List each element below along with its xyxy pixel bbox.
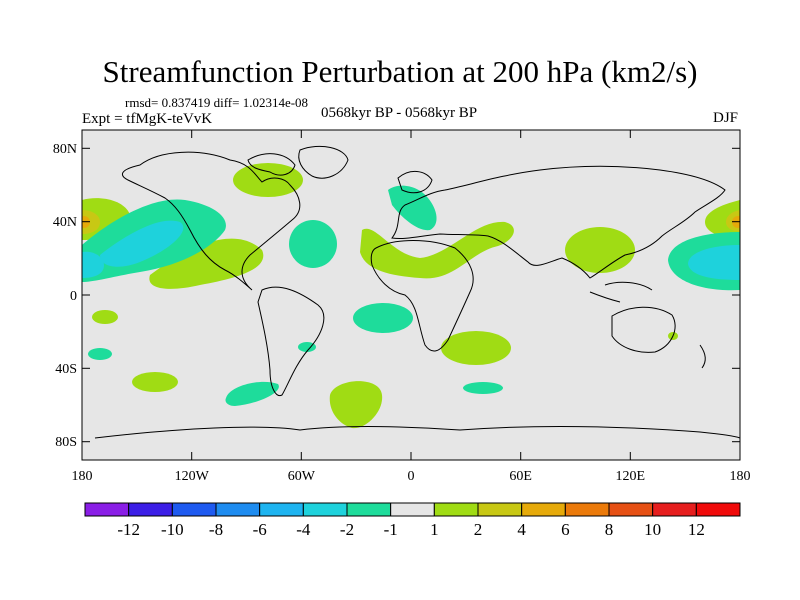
contour-south-america-neg bbox=[225, 381, 279, 406]
indonesia-coast bbox=[589, 281, 653, 303]
colorbar: -12 -10 -8 -6 -4 -2 -1 1 2 4 6 8 10 12 bbox=[84, 502, 741, 539]
colorbar-swatch bbox=[128, 502, 173, 517]
colorbar-swatch bbox=[346, 502, 392, 517]
period-label: 0568kyr BP - 0568kyr BP bbox=[321, 105, 478, 121]
contour-southwest-pacific bbox=[132, 372, 178, 392]
stats-label: rmsd= 0.837419 diff= 1.02314e-08 bbox=[125, 95, 309, 110]
contour-canada bbox=[233, 163, 303, 197]
lon-label: 180 bbox=[72, 469, 93, 484]
lat-label: 80S bbox=[55, 435, 77, 450]
greenland-coast bbox=[298, 145, 349, 179]
experiment-label: Expt = tfMgK-teVvK bbox=[82, 111, 213, 127]
contour-africa-arc bbox=[360, 221, 514, 279]
colorbar-swatch bbox=[215, 502, 261, 517]
colorbar-swatch bbox=[695, 502, 741, 517]
colorbar-swatch bbox=[652, 502, 697, 517]
lat-label: 40N bbox=[53, 215, 77, 230]
colorbar-swatch bbox=[171, 502, 217, 517]
new-zealand-coast bbox=[699, 344, 706, 369]
contour-west-pacific-core bbox=[688, 245, 740, 280]
colorbar-label: -8 bbox=[209, 520, 223, 539]
colorbar-swatch bbox=[259, 502, 304, 517]
north-america-coast bbox=[121, 151, 301, 291]
lat-label: 80N bbox=[53, 142, 77, 157]
lat-labels: 80N 40N 0 40S 80S bbox=[53, 142, 77, 450]
colorbar-label: -6 bbox=[253, 520, 267, 539]
africa-coast bbox=[370, 240, 474, 352]
colorbar-label: 12 bbox=[688, 520, 705, 539]
colorbar-swatch bbox=[302, 502, 348, 517]
lon-label: 0 bbox=[408, 469, 415, 484]
colorbar-label: -2 bbox=[340, 520, 354, 539]
hudson-coast bbox=[247, 153, 296, 176]
contour-south-pacific-neg bbox=[88, 348, 112, 360]
lon-label: 60E bbox=[509, 469, 532, 484]
contour-south-pacific bbox=[92, 310, 118, 324]
colorbar-label: -1 bbox=[384, 520, 398, 539]
season-label: DJF bbox=[713, 110, 739, 126]
map-background bbox=[82, 130, 740, 460]
colorbar-swatch bbox=[564, 502, 610, 517]
contour-west-pos2 bbox=[82, 210, 100, 234]
contour-south-africa bbox=[441, 331, 511, 365]
south-america-coast bbox=[257, 286, 325, 397]
lon-label: 60W bbox=[288, 469, 316, 484]
colorbar-swatch bbox=[521, 502, 566, 517]
colorbar-label: 4 bbox=[517, 520, 526, 539]
contour-south-asia bbox=[565, 227, 635, 273]
colorbar-label: 2 bbox=[474, 520, 483, 539]
colorbar-swatch bbox=[477, 502, 523, 517]
colorbar-swatch bbox=[433, 502, 479, 517]
colorbar-label: 6 bbox=[561, 520, 570, 539]
lon-label: 120E bbox=[616, 469, 646, 484]
lat-ticks bbox=[82, 147, 740, 443]
contour-north-pacific-core bbox=[100, 220, 184, 267]
lon-label: 180 bbox=[730, 469, 751, 484]
colorbar-label: 8 bbox=[605, 520, 614, 539]
colorbar-label: -4 bbox=[296, 520, 311, 539]
contour-tropical-atlantic bbox=[353, 303, 413, 333]
colorbar-swatch bbox=[84, 502, 130, 517]
colorbar-swatch bbox=[608, 502, 654, 517]
scandinavia-coast bbox=[397, 171, 433, 194]
coastlines bbox=[94, 145, 740, 439]
colorbar-label: 1 bbox=[430, 520, 439, 539]
lat-label: 40S bbox=[55, 362, 77, 377]
antarctica-coast bbox=[94, 425, 740, 439]
colorbar-label: 10 bbox=[644, 520, 661, 539]
contour-indian-ocean bbox=[463, 382, 503, 394]
colorbar-label: -10 bbox=[161, 520, 184, 539]
contour-west-neg2 bbox=[82, 251, 104, 278]
lon-ticks bbox=[191, 130, 631, 460]
colorbar-swatch bbox=[390, 502, 435, 517]
australia-coast bbox=[611, 306, 676, 353]
colorbar-label: -12 bbox=[117, 520, 140, 539]
contour-eastpac-edge bbox=[705, 200, 740, 240]
contour-south-atlantic bbox=[329, 381, 383, 429]
lon-label: 120W bbox=[175, 469, 210, 484]
plot-title: Streamfunction Perturbation at 200 hPa (… bbox=[102, 54, 698, 89]
contour-north-atlantic bbox=[289, 220, 337, 268]
lon-labels: 180 120W 60W 0 60E 120E 180 bbox=[72, 469, 751, 484]
lat-label: 0 bbox=[70, 289, 77, 304]
contour-patch-atlantic bbox=[298, 342, 316, 352]
eurasia-coast bbox=[391, 165, 726, 279]
